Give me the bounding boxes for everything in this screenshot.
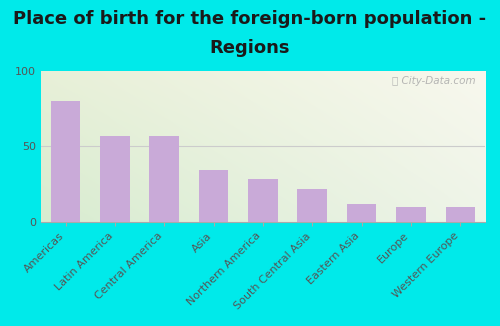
Text: ⓘ City-Data.com: ⓘ City-Data.com	[392, 76, 476, 86]
Bar	[347, 203, 376, 222]
Bar	[298, 188, 327, 222]
Text: Place of birth for the foreign-born population -: Place of birth for the foreign-born popu…	[14, 10, 486, 28]
Bar	[50, 101, 80, 222]
Bar	[150, 136, 179, 222]
Bar	[100, 136, 130, 222]
Bar	[199, 170, 228, 222]
Bar	[446, 207, 475, 222]
Bar	[248, 180, 278, 222]
Bar	[396, 207, 426, 222]
Text: Regions: Regions	[210, 39, 290, 57]
